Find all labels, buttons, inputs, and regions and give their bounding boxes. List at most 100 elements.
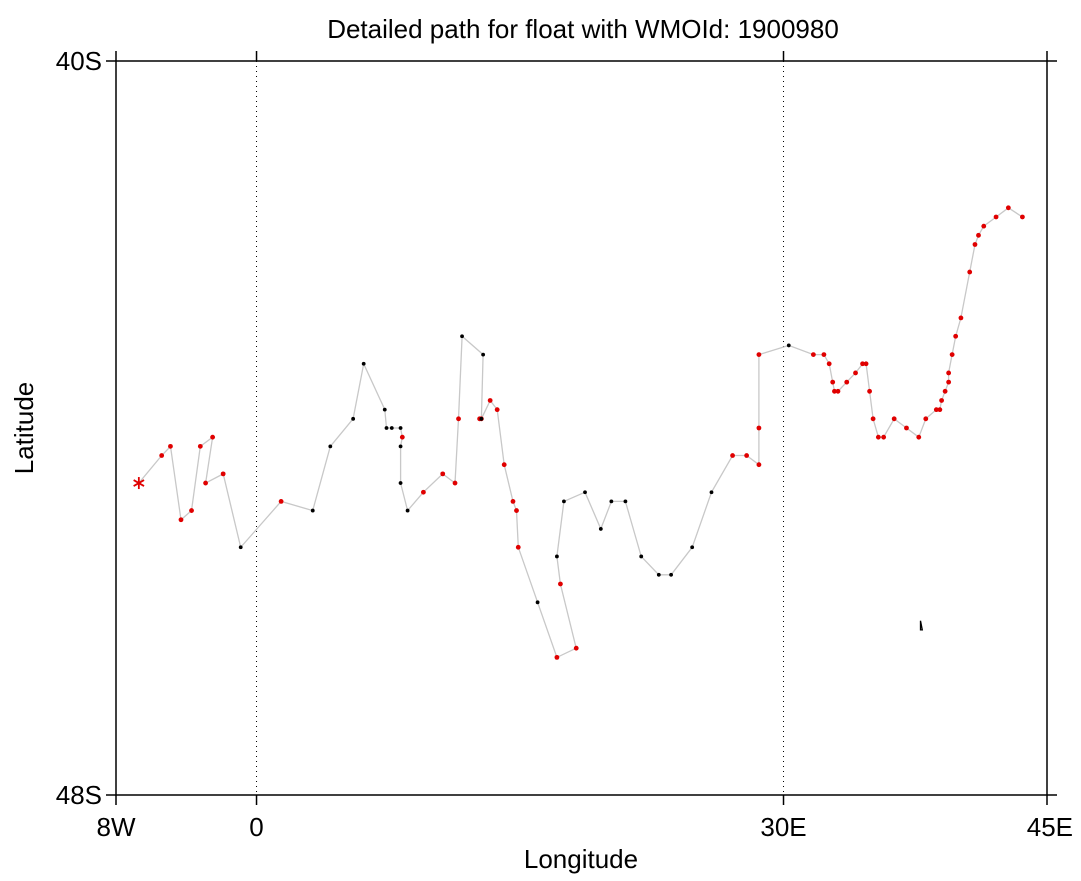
position-point-60	[821, 352, 827, 357]
position-point-53	[730, 453, 735, 458]
position-point-82	[946, 370, 952, 376]
position-point-8	[220, 471, 226, 477]
position-point-48	[639, 554, 644, 559]
float-track	[138, 207, 1023, 659]
position-point-11	[310, 508, 315, 513]
coastline	[919, 620, 924, 631]
position-point-38	[535, 600, 540, 605]
x-tick-label-3: 45E	[1027, 812, 1073, 842]
position-point-75	[916, 434, 922, 440]
position-point-9	[238, 545, 243, 550]
position-point-69	[867, 388, 872, 394]
position-point-37	[515, 544, 521, 550]
position-point-58	[786, 343, 791, 348]
position-point-65	[844, 379, 850, 385]
position-point-55	[756, 462, 762, 468]
position-point-32	[487, 398, 493, 403]
position-point-18	[398, 426, 403, 430]
position-point-41	[558, 581, 563, 587]
x-axis-title: Longitude	[524, 844, 638, 874]
axis-ticks: 8W 0 30E 45E 40S 48S	[56, 46, 1073, 842]
x-tick-label-0: 8W	[97, 812, 136, 842]
position-point-84	[953, 333, 959, 339]
position-point-47	[623, 499, 628, 504]
position-point-3	[178, 517, 184, 523]
position-point-42	[555, 554, 559, 559]
position-point-46	[609, 499, 614, 504]
grid-lines	[256, 61, 785, 795]
position-point-21	[398, 481, 403, 485]
position-point-31	[479, 416, 484, 421]
position-point-44	[583, 490, 587, 495]
position-point-63	[832, 388, 837, 394]
position-point-56	[756, 425, 762, 431]
position-point-23	[421, 489, 426, 495]
position-point-59	[810, 352, 816, 357]
x-tick-label-2: 30E	[760, 812, 806, 842]
position-point-45	[598, 527, 603, 531]
position-point-77	[933, 407, 939, 413]
y-axis-title: Latitude	[9, 382, 39, 475]
track-line	[138, 207, 1023, 659]
position-point-28	[481, 352, 486, 357]
position-point-88	[976, 232, 981, 238]
position-point-1	[159, 453, 165, 458]
y-tick-label-0: 40S	[56, 46, 102, 76]
position-point-24	[440, 471, 446, 477]
position-point-36	[514, 508, 519, 513]
position-point-70	[870, 416, 876, 422]
position-point-33	[494, 407, 500, 413]
position-point-35	[510, 499, 516, 504]
position-point-14	[361, 361, 366, 366]
start-marker-stroke-2	[133, 479, 145, 487]
position-point-83	[949, 352, 955, 357]
position-point-4	[189, 508, 194, 513]
float-positions	[159, 205, 1025, 660]
position-point-40	[573, 645, 579, 651]
position-point-78	[937, 407, 943, 413]
position-point-52	[709, 490, 714, 495]
position-point-6	[210, 434, 216, 440]
position-point-16	[384, 426, 389, 430]
position-point-72	[881, 434, 887, 440]
plot-frame	[115, 60, 1048, 796]
position-point-89	[981, 223, 987, 229]
position-point-80	[942, 388, 948, 394]
position-point-27	[460, 334, 464, 339]
position-point-67	[860, 361, 865, 367]
x-tick-label-1: 0	[249, 812, 263, 842]
position-point-5	[197, 443, 203, 449]
position-point-17	[389, 426, 394, 430]
position-point-49	[656, 572, 661, 577]
island-outline	[919, 620, 924, 631]
position-point-10	[278, 499, 284, 504]
position-point-22	[405, 508, 410, 513]
position-point-90	[993, 214, 999, 220]
position-point-7	[203, 480, 208, 486]
position-point-73	[891, 416, 897, 422]
position-point-34	[501, 462, 507, 468]
position-point-76	[923, 416, 929, 422]
position-point-66	[853, 370, 858, 376]
position-point-26	[456, 416, 461, 422]
position-point-64	[835, 388, 841, 394]
position-point-39	[554, 654, 560, 660]
position-point-85	[958, 315, 964, 321]
position-point-87	[972, 242, 978, 247]
position-point-25	[452, 480, 458, 486]
position-point-20	[398, 444, 403, 449]
chart-title: Detailed path for float with WMOId: 1900…	[327, 14, 839, 44]
position-point-57	[756, 352, 762, 357]
position-point-79	[939, 398, 945, 403]
position-point-19	[399, 434, 405, 440]
position-point-13	[351, 416, 356, 421]
y-tick-label-1: 48S	[56, 780, 102, 810]
position-point-15	[382, 407, 387, 412]
position-point-12	[328, 444, 333, 449]
position-point-91	[1005, 205, 1011, 211]
position-point-2	[168, 443, 173, 449]
position-point-92	[1020, 214, 1025, 220]
position-point-50	[669, 572, 673, 577]
position-point-81	[946, 379, 952, 385]
